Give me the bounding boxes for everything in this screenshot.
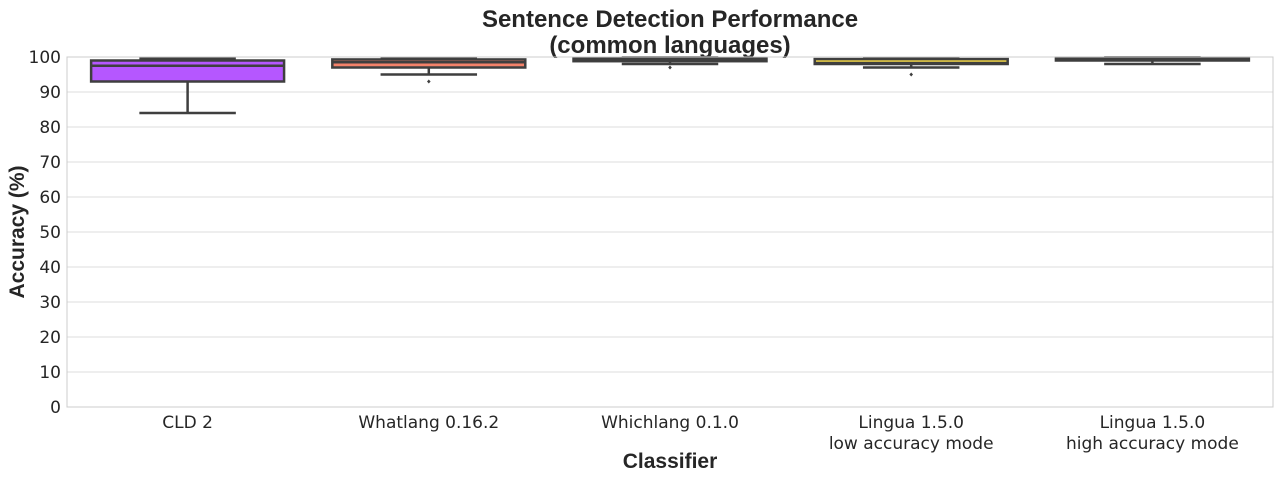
- outlier-point: [668, 65, 672, 70]
- outlier-point: [909, 72, 913, 77]
- box-group: [572, 56, 768, 70]
- y-tick-label: 40: [39, 258, 61, 278]
- y-tick-label: 50: [39, 223, 61, 243]
- x-tick-label: low accuracy mode: [829, 434, 994, 454]
- x-tick-label: Whatlang 0.16.2: [358, 413, 499, 433]
- x-tick-label: Whichlang 0.1.0: [601, 413, 739, 433]
- y-tick-label: 70: [39, 153, 61, 173]
- chart-title-line-1: Sentence Detection Performance: [482, 6, 858, 33]
- box-group: [813, 56, 1009, 77]
- y-tick-label: 30: [39, 293, 61, 313]
- y-tick-label: 10: [39, 363, 61, 383]
- x-tick-label: CLD 2: [162, 413, 213, 433]
- box-group: [89, 57, 286, 115]
- plot-frame: [66, 56, 1274, 408]
- gridlines: [67, 56, 1273, 408]
- x-tick-label: Lingua 1.5.0: [858, 413, 964, 433]
- y-tick-label: 100: [29, 48, 61, 68]
- x-axis-label: Classifier: [623, 450, 718, 473]
- x-tick-labels: CLD 2 Whatlang 0.16.2 Whichlang 0.1.0 Lingu…: [162, 413, 1239, 454]
- y-axis-label: Accuracy (%): [6, 165, 29, 298]
- box-iqr: [89, 59, 286, 83]
- boxes: [89, 56, 1251, 115]
- chart-title-line-2: (common languages): [549, 32, 790, 59]
- y-tick-label: 90: [39, 83, 61, 103]
- y-tick-label: 20: [39, 328, 61, 348]
- x-tick-label: Lingua 1.5.0: [1100, 413, 1206, 433]
- y-tick-label: 60: [39, 188, 61, 208]
- y-tick-label: 0: [50, 398, 61, 418]
- box-group: [1054, 56, 1251, 66]
- x-tick-label: high accuracy mode: [1066, 434, 1239, 454]
- y-tick-label: 80: [39, 118, 61, 138]
- outlier-point: [427, 79, 431, 84]
- y-tick-labels: 0 10 20 30 40 50 60 70 80 90 100: [29, 48, 61, 418]
- box-group: [331, 56, 527, 84]
